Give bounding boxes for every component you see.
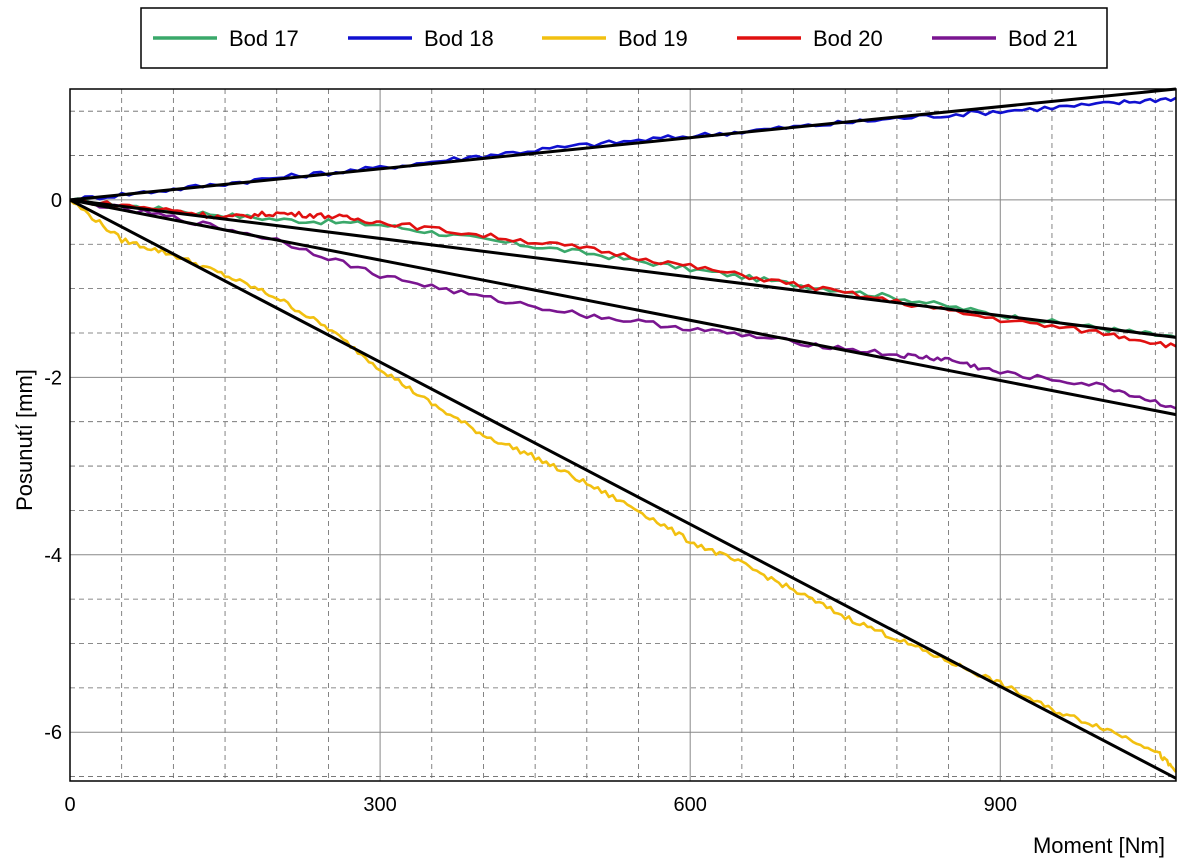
- major-grid: [70, 89, 1176, 781]
- plot-frame: [69, 88, 1177, 782]
- y-axis-ticks: 0 -2 -4 -6: [44, 190, 62, 744]
- y-tick-label: -2: [44, 367, 62, 389]
- series-line-bod-19: [69, 198, 1177, 773]
- fit-line: [69, 198, 1177, 339]
- legend-label: Bod 21: [1008, 26, 1078, 51]
- x-tick-label: 300: [363, 794, 396, 816]
- fit-line: [69, 198, 1177, 417]
- legend-label: Bod 19: [618, 26, 688, 51]
- fit-line: [69, 87, 1177, 202]
- x-tick-label: 600: [673, 794, 706, 816]
- series-line-bod-20: [69, 198, 1177, 349]
- series-line-bod-21: [69, 198, 1177, 410]
- series-layer: [69, 96, 1177, 773]
- y-tick-label: -4: [44, 545, 62, 567]
- legend-label: Bod 18: [424, 26, 494, 51]
- plot-area: [69, 87, 1177, 782]
- x-tick-label: 900: [984, 794, 1017, 816]
- x-axis-label: Moment [Nm]: [1033, 833, 1165, 858]
- legend-label: Bod 20: [813, 26, 883, 51]
- x-axis-ticks: 0 300 600 900: [64, 794, 1017, 816]
- y-tick-label: 0: [51, 190, 62, 212]
- fit-lines: [69, 87, 1177, 780]
- x-tick-label: 0: [64, 794, 75, 816]
- minor-grid: [70, 89, 1176, 781]
- legend-label: Bod 17: [229, 26, 299, 51]
- y-tick-label: -6: [44, 722, 62, 744]
- legend: Bod 17 Bod 18 Bod 19 Bod 20 Bod 21: [140, 7, 1108, 69]
- series-line-bod-18: [69, 96, 1177, 203]
- y-axis-label: Posunutí [mm]: [12, 369, 37, 511]
- fit-line: [69, 198, 1177, 780]
